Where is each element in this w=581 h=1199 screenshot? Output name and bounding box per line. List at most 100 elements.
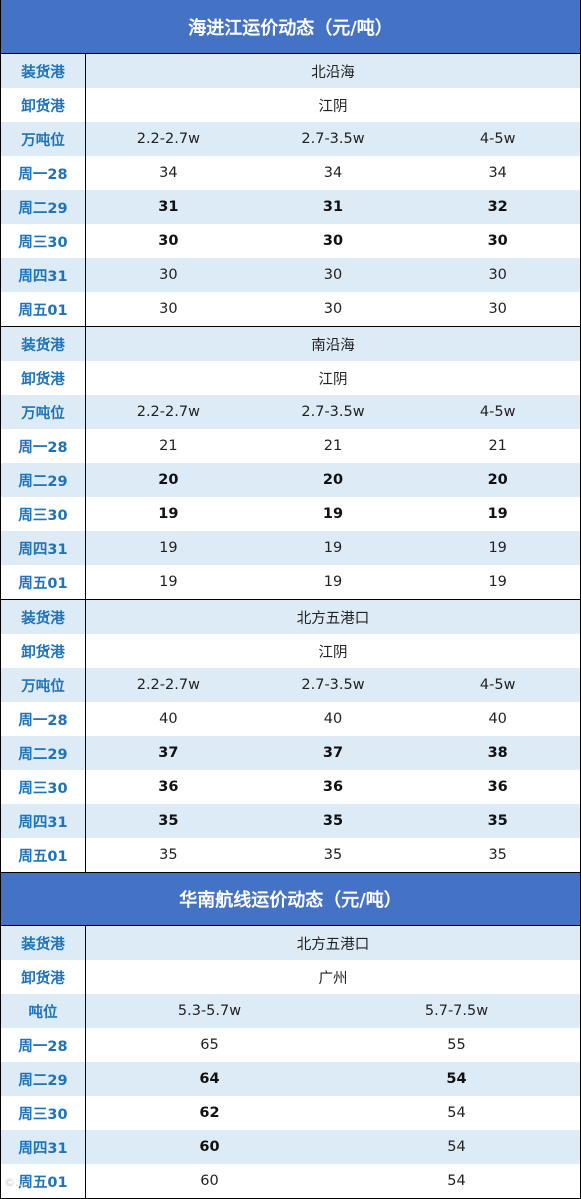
row-label: 万吨位 [1,668,86,702]
table-cell: 35 [159,847,178,863]
table-row: 周二29 64 54 [1,1062,580,1096]
table-cell: 北沿海 [311,64,355,81]
row-label: 周一28 [1,702,86,736]
row-label: 周五01 [1,838,86,872]
row-label: 装货港 [1,926,86,960]
table-row: 周三30 30 30 30 [1,224,580,258]
row-label: 周三30 [1,224,86,258]
row-label: 卸货港 [1,634,86,668]
table-cell: 2.2-2.7w [136,131,200,147]
watermark: ©… [4,1176,26,1189]
table-cell: 19 [487,506,508,522]
table-cell: 32 [487,199,508,215]
table-cell: 30 [488,267,507,283]
table-cell: 30 [159,301,178,317]
table-cell: 54 [446,1071,467,1087]
table-cell: 4-5w [479,131,516,147]
row-label: 周三30 [1,497,86,531]
table-cell: 19 [159,574,178,590]
table-row: 周一28 40 40 40 [1,702,580,736]
row-label: 周三30 [1,770,86,804]
table-cell: 20 [158,472,179,488]
table-cell: 20 [322,472,344,488]
row-label: 周二29 [1,1062,86,1096]
row-label: 周二29 [1,736,86,770]
table-row: 万吨位 2.2-2.7w 2.7-3.5w 4-5w [1,668,580,702]
table-row: 周一28 65 55 [1,1028,580,1062]
table-row: 周三30 36 36 36 [1,770,580,804]
table-row: 装货港 南沿海 [1,327,580,361]
table-row: 卸货港 广州 [1,960,580,994]
row-label: 周一28 [1,156,86,190]
section-title: 华南航线运价动态（元/吨） [1,872,580,926]
table-row: 周三30 19 19 19 [1,497,580,531]
table-cell: 江阴 [318,644,348,661]
table-cell: 34 [323,165,343,181]
table-row: 卸货港 江阴 [1,88,580,122]
table-row: 卸货港 江阴 [1,361,580,395]
row-label: 周四31 [1,804,86,838]
row-label: 周五01 [1,1164,86,1198]
table-row: 周二29 20 20 20 [1,463,580,497]
table-cell: 55 [447,1037,466,1053]
table-row: 装货港 北方五港口 [1,600,580,634]
table-cell: 34 [488,165,507,181]
table-row: 万吨位 2.2-2.7w 2.7-3.5w 4-5w [1,122,580,156]
table-cell: 62 [199,1105,220,1121]
table-cell: 19 [159,540,178,556]
table-row: 周五01 19 19 19 [1,565,580,600]
table-row: 周五01 60 54 [1,1164,580,1198]
table-cell: 江阴 [318,98,348,115]
table-cell: 19 [488,540,507,556]
row-label: 周四31 [1,1130,86,1164]
table-cell: 21 [323,438,343,454]
table-cell: 54 [447,1139,466,1155]
table-cell: 36 [322,779,344,795]
table-cell: 2.2-2.7w [136,677,200,693]
table-cell: 21 [488,438,507,454]
table-cell: 30 [159,267,178,283]
table-row: 周一28 21 21 21 [1,429,580,463]
table-cell: 南沿海 [311,337,355,354]
table-cell: 19 [323,574,343,590]
table-cell: 36 [158,779,179,795]
table-cell: 37 [158,745,179,761]
table-cell: 36 [487,779,508,795]
table-cell: 60 [199,1139,220,1155]
row-label: 周二29 [1,190,86,224]
table-cell: 2.7-3.5w [301,677,365,693]
table-cell: 19 [322,506,344,522]
table-cell: 35 [488,847,507,863]
row-label: 万吨位 [1,122,86,156]
table-cell: 21 [159,438,178,454]
table-cell: 广州 [318,970,348,987]
table-cell: 30 [487,233,508,249]
table-cell: 4-5w [479,404,516,420]
table-cell: 2.7-3.5w [301,404,365,420]
table-cell: 54 [447,1173,466,1189]
table-row: 装货港 北沿海 [1,54,580,88]
table-cell: 19 [323,540,343,556]
table-cell: 30 [488,301,507,317]
table-row: 周五01 30 30 30 [1,292,580,327]
row-label: 周三30 [1,1096,86,1130]
table-cell: 65 [200,1037,219,1053]
table-cell: 35 [487,813,508,829]
table-row: 周四31 19 19 19 [1,531,580,565]
table-cell: 54 [447,1105,466,1121]
table-cell: 30 [322,233,344,249]
row-label: 周四31 [1,531,86,565]
row-label: 装货港 [1,600,86,634]
table-row: 装货港 北方五港口 [1,926,580,960]
table-cell: 64 [199,1071,220,1087]
table-cell: 北方五港口 [296,610,370,627]
table-cell: 30 [158,233,179,249]
table-row: 周五01 35 35 35 [1,838,580,872]
section-title: 海进江运价动态（元/吨） [1,0,580,54]
table-cell: 37 [322,745,344,761]
row-label: 卸货港 [1,361,86,395]
table-cell: 19 [488,574,507,590]
table-cell: 31 [158,199,179,215]
table-cell: 北方五港口 [296,936,370,953]
